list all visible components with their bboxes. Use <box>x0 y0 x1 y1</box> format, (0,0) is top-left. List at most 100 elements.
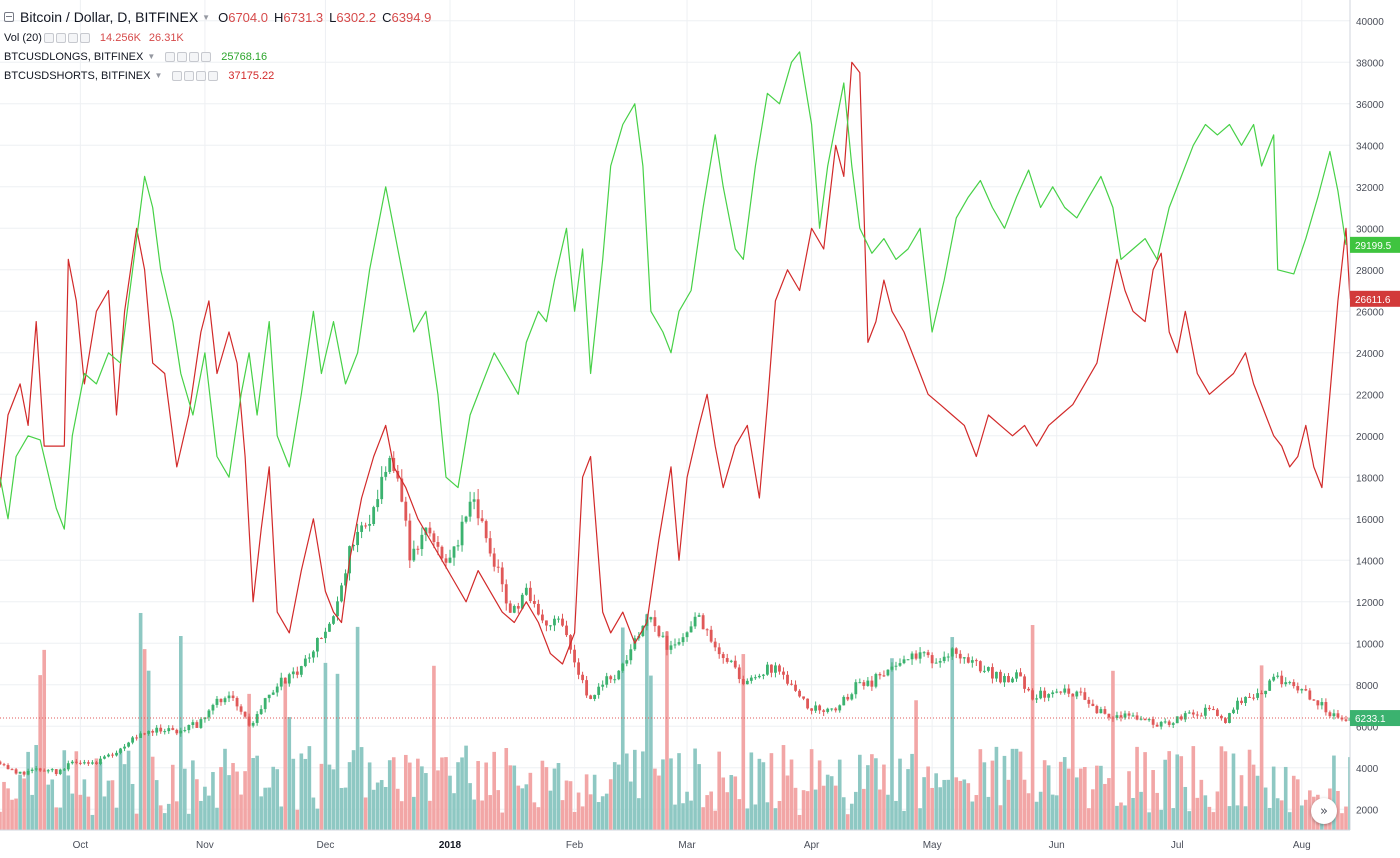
volume-bar <box>524 784 529 830</box>
volume-bar <box>138 612 143 830</box>
volume-bar <box>150 756 155 830</box>
settings-icon[interactable] <box>55 32 66 43</box>
double-chevron-right-icon[interactable]: » <box>1311 798 1337 824</box>
candle-body <box>605 676 609 685</box>
candle-body <box>255 714 259 723</box>
candle-body <box>991 667 994 679</box>
volume-bar <box>1147 812 1151 830</box>
volume-bar <box>914 700 918 830</box>
volume-bar <box>1231 753 1236 830</box>
volume-bar <box>910 753 914 830</box>
candle-body <box>211 704 215 711</box>
volume-bar <box>444 757 448 830</box>
candle-body <box>279 677 283 687</box>
candle-body <box>147 731 151 734</box>
volume-bar <box>894 800 898 830</box>
longs-badge <box>1350 236 1400 253</box>
volume-bar <box>18 774 22 830</box>
eye-icon[interactable] <box>43 32 54 43</box>
candle-body <box>1296 686 1300 691</box>
candle-body <box>78 762 82 764</box>
candle-body <box>368 524 372 526</box>
volume-bar <box>319 763 324 830</box>
close-icon[interactable] <box>196 70 207 81</box>
candle-body <box>448 557 452 563</box>
volume-bar <box>195 779 199 830</box>
eye-icon[interactable] <box>165 51 176 62</box>
volume-bar <box>170 764 175 830</box>
more-icon[interactable] <box>208 70 219 81</box>
volume-indicator-name[interactable]: Vol (20) <box>4 31 42 44</box>
volume-bar <box>1255 775 1260 830</box>
volume-value: 14.256K <box>99 31 141 44</box>
volume-bar <box>970 801 975 830</box>
candle-body <box>428 527 432 534</box>
candle-body <box>295 671 299 675</box>
candle-body <box>1103 709 1107 714</box>
candle-body <box>770 664 773 673</box>
candle-body <box>970 660 974 663</box>
close-icon[interactable] <box>67 32 78 43</box>
candle-body <box>894 665 898 667</box>
volume-bar <box>1119 802 1123 830</box>
candle-body <box>484 521 488 539</box>
volume-ma-value: 26.31K <box>148 31 184 44</box>
collapse-icon[interactable] <box>4 12 14 22</box>
volume-bar <box>745 808 750 830</box>
volume-bar <box>307 746 312 830</box>
shorts-indicator-name[interactable]: BTCUSDSHORTS, BITFINEX <box>4 69 151 82</box>
more-icon[interactable] <box>79 32 90 43</box>
candle-body <box>1248 696 1251 698</box>
volume-bar <box>14 798 18 830</box>
candle-body <box>753 677 757 679</box>
volume-bar <box>520 788 525 830</box>
candle-body <box>6 765 10 770</box>
candle-body <box>344 573 347 586</box>
volume-bar <box>725 792 730 830</box>
candle-body <box>1059 691 1063 693</box>
more-icon[interactable] <box>201 51 212 62</box>
volume-bar <box>74 751 79 830</box>
candle-body <box>291 671 295 675</box>
volume-bar <box>689 800 693 830</box>
candle-body <box>621 663 625 671</box>
candle-body <box>902 659 906 664</box>
candle-body <box>1268 680 1272 691</box>
close-icon[interactable] <box>189 51 200 62</box>
candle-body <box>179 730 183 734</box>
candle-body <box>22 771 26 775</box>
indicator-buttons <box>165 51 213 62</box>
candle-body <box>1075 691 1079 697</box>
settings-icon[interactable] <box>177 51 188 62</box>
volume-bar <box>30 794 34 830</box>
candle-body <box>195 722 199 728</box>
symbol-title[interactable]: Bitcoin / Dollar, D, BITFINEX <box>20 9 199 25</box>
volume-bar <box>821 785 826 830</box>
candle-body <box>263 698 267 710</box>
settings-icon[interactable] <box>184 70 195 81</box>
chevron-down-icon[interactable]: ▼ <box>147 52 156 61</box>
volume-bar <box>560 800 565 830</box>
candle-body <box>729 660 733 662</box>
candle-body <box>151 731 155 733</box>
volume-bar <box>1018 751 1023 830</box>
shorts-line <box>0 61 1351 665</box>
volume-bar <box>1259 665 1264 830</box>
candle-body <box>336 601 339 617</box>
volume-bar <box>1175 754 1180 830</box>
chevron-down-icon[interactable]: ▼ <box>202 12 211 22</box>
candle-body <box>974 660 978 662</box>
longs-indicator-name[interactable]: BTCUSDLONGS, BITFINEX <box>4 50 144 63</box>
x-tick-label: May <box>923 840 942 851</box>
volume-bar <box>1062 757 1067 830</box>
volume-bar <box>1183 786 1188 830</box>
volume-bar <box>882 764 886 830</box>
chevron-down-icon[interactable]: ▼ <box>154 71 163 80</box>
candle-body <box>119 748 122 753</box>
eye-icon[interactable] <box>172 70 183 81</box>
volume-bar <box>572 811 577 830</box>
candle-body <box>227 695 231 699</box>
